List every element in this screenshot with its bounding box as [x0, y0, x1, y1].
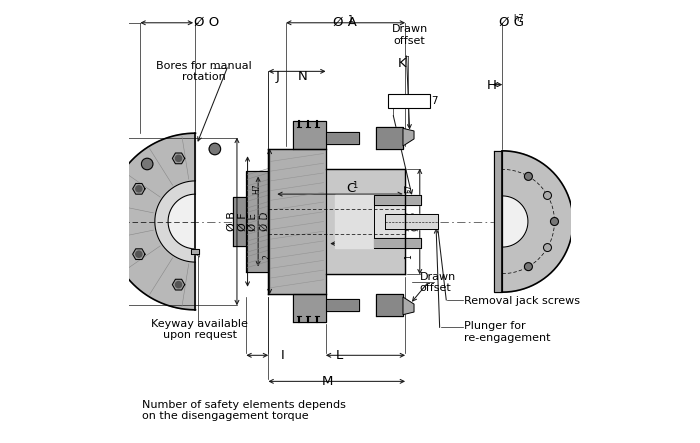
Circle shape: [176, 282, 181, 288]
Circle shape: [543, 191, 552, 199]
Text: Removal jack screws: Removal jack screws: [464, 296, 580, 306]
Polygon shape: [107, 133, 195, 310]
Text: Ø D: Ø D: [402, 212, 412, 231]
Text: Drawn
offset: Drawn offset: [420, 272, 456, 293]
Text: Ø G: Ø G: [498, 16, 524, 28]
Text: C: C: [346, 225, 356, 239]
Text: Ø D: Ø D: [260, 212, 270, 231]
Text: F7: F7: [405, 184, 414, 193]
Polygon shape: [377, 294, 403, 315]
Circle shape: [136, 251, 142, 257]
Text: Ø E: Ø E: [248, 213, 258, 230]
Text: Plunger for
re-engagement: Plunger for re-engagement: [464, 321, 550, 343]
Text: M: M: [321, 375, 332, 388]
Text: Number of safety elements depends
on the disengagement torque: Number of safety elements depends on the…: [141, 400, 345, 421]
Circle shape: [524, 172, 533, 180]
Text: 2: 2: [352, 224, 358, 233]
Polygon shape: [268, 149, 326, 294]
Text: Ø A: Ø A: [332, 16, 356, 28]
Polygon shape: [172, 279, 185, 290]
Polygon shape: [503, 151, 573, 292]
Text: h7: h7: [513, 14, 524, 23]
Polygon shape: [503, 196, 528, 247]
Text: Bores for manual
rotation: Bores for manual rotation: [155, 61, 251, 82]
Circle shape: [141, 158, 153, 170]
Polygon shape: [385, 214, 438, 229]
Polygon shape: [192, 249, 199, 254]
Polygon shape: [377, 128, 403, 149]
Text: Keyway available
upon request: Keyway available upon request: [151, 319, 248, 341]
Polygon shape: [172, 153, 185, 164]
Polygon shape: [326, 168, 405, 275]
Text: 2: 2: [263, 254, 272, 259]
Circle shape: [176, 155, 181, 161]
Text: Ø F: Ø F: [238, 212, 248, 231]
Text: N: N: [298, 70, 307, 83]
Text: ISO 4017: ISO 4017: [391, 96, 438, 106]
Text: H7: H7: [252, 183, 261, 194]
Polygon shape: [293, 294, 326, 322]
Polygon shape: [233, 197, 246, 246]
Text: Ø O: Ø O: [194, 16, 219, 28]
Circle shape: [115, 209, 127, 221]
Text: K: K: [398, 57, 407, 70]
Circle shape: [550, 218, 559, 225]
Text: J: J: [275, 70, 279, 83]
Text: Ø B: Ø B: [227, 212, 237, 231]
Polygon shape: [494, 151, 503, 292]
Polygon shape: [374, 238, 421, 248]
Polygon shape: [293, 121, 326, 149]
Polygon shape: [155, 181, 195, 262]
Text: Drawn
offset: Drawn offset: [391, 24, 428, 46]
Text: L: L: [335, 349, 342, 362]
FancyBboxPatch shape: [388, 94, 430, 108]
Polygon shape: [326, 299, 359, 311]
Polygon shape: [168, 194, 195, 249]
Polygon shape: [326, 132, 359, 144]
Text: H: H: [486, 79, 496, 92]
Text: Ø P: Ø P: [410, 212, 421, 231]
Polygon shape: [403, 128, 414, 146]
Text: 1: 1: [352, 181, 358, 190]
Circle shape: [524, 263, 533, 271]
Circle shape: [209, 143, 220, 155]
Polygon shape: [246, 171, 268, 272]
Polygon shape: [335, 195, 405, 248]
Circle shape: [136, 186, 142, 192]
Text: I: I: [281, 349, 285, 362]
Text: 1: 1: [405, 254, 414, 259]
Polygon shape: [133, 183, 145, 194]
Polygon shape: [403, 297, 414, 315]
Polygon shape: [133, 249, 145, 260]
Text: C: C: [346, 183, 356, 195]
Text: 1: 1: [349, 15, 354, 24]
Polygon shape: [374, 195, 421, 205]
Circle shape: [543, 244, 552, 252]
